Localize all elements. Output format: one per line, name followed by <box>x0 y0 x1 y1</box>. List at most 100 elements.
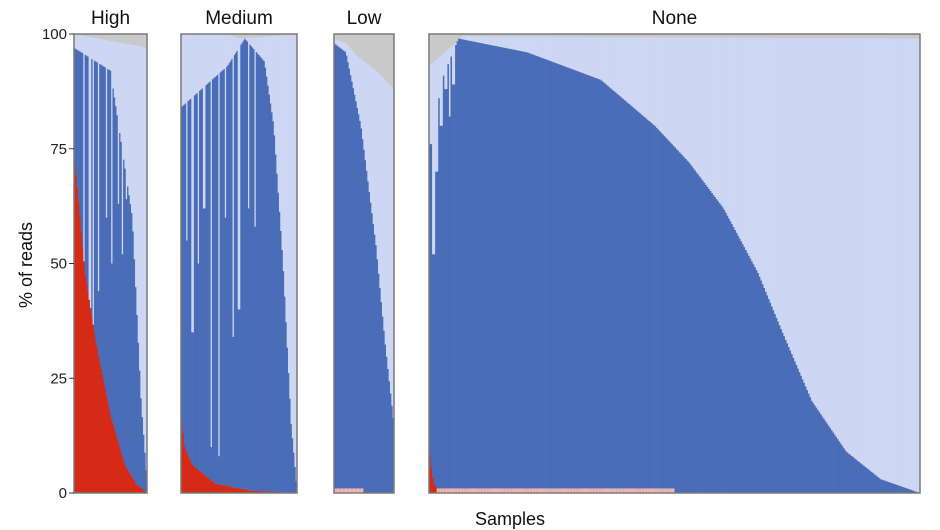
y-tick-label: 75 <box>50 141 67 158</box>
bar-segment-blue <box>683 157 686 493</box>
bar-segment-blue <box>494 46 497 494</box>
bar-segment-light-blue <box>467 36 470 41</box>
bar-segment-light-blue <box>504 36 507 48</box>
bar-segment-pink <box>476 488 479 493</box>
bar-segment-light-blue <box>640 37 643 115</box>
bar-segment-blue <box>101 65 104 375</box>
bar-segment-blue <box>708 188 711 493</box>
bar-segment-light-blue <box>87 36 89 57</box>
bar-segment-blue <box>190 98 192 462</box>
bar-segment-light-blue <box>815 38 818 408</box>
bar-segment-blue <box>577 71 580 493</box>
bar-segment-light-blue <box>136 45 139 315</box>
bar-segment-light-blue <box>276 35 279 174</box>
bar-segment-light-blue <box>430 64 433 145</box>
bar-segment-light-blue <box>442 53 445 76</box>
bar-segment-pink <box>645 488 648 493</box>
bar-segment-blue <box>795 364 798 493</box>
bar-segment-blue <box>335 44 338 491</box>
bar-segment-blue <box>272 121 275 492</box>
bar-segment-blue <box>109 70 112 415</box>
bar-segment-red <box>236 488 239 493</box>
bar-segment-blue <box>656 127 658 494</box>
bar-segment-light-blue <box>199 34 201 91</box>
bar-segment-blue <box>580 72 583 494</box>
bar-segment-blue <box>490 45 493 493</box>
bar-segment-light-blue <box>562 36 565 66</box>
bar-segment-blue <box>849 454 852 493</box>
bar-segment-light-blue <box>735 37 738 233</box>
bar-segment-light-blue <box>702 37 705 181</box>
bar-segment-light-blue <box>335 39 338 45</box>
bar-segment-blue <box>107 69 109 402</box>
bar-segment-pink <box>626 488 629 493</box>
bar-segment-light-blue <box>608 37 611 88</box>
bar-segment-light-blue <box>769 37 772 303</box>
bar-segment-light-blue <box>374 69 376 235</box>
bar-segment-light-blue <box>740 37 743 242</box>
bar-segment-pink <box>603 488 606 493</box>
bar-segment-pink <box>608 488 611 493</box>
bar-segment-light-blue <box>254 37 257 227</box>
bar-segment-pink <box>436 488 439 493</box>
bar-segment-blue <box>585 74 588 493</box>
bar-segment-light-blue <box>705 37 708 185</box>
bar-segment-blue <box>672 145 675 494</box>
bar-segment-blue <box>338 46 340 491</box>
bar-segment-blue <box>132 231 135 479</box>
bar-segment-blue <box>271 112 273 492</box>
bar-segment-pink <box>539 488 542 493</box>
bar-segment-light-blue <box>76 34 79 50</box>
bar-segment-blue <box>631 106 634 493</box>
bar-segment-light-blue <box>508 36 511 49</box>
bar-segment-light-blue <box>880 38 882 480</box>
bar-segment-blue <box>801 379 804 493</box>
bar-segment-pink <box>671 488 674 493</box>
bar-segment-blue <box>464 39 467 493</box>
bar-segment-blue <box>705 184 708 493</box>
bar-segment-light-blue <box>594 36 597 78</box>
bar-segment-light-blue <box>455 42 457 46</box>
bar-segment-blue <box>143 434 145 491</box>
bar-segment-blue <box>606 85 609 494</box>
bar-segment-red <box>85 283 88 493</box>
bar-segment-light-blue <box>263 36 266 62</box>
bar-segment-light-blue <box>606 37 609 86</box>
bar-segment-light-blue <box>85 36 88 56</box>
bar-segment-blue <box>372 223 375 493</box>
bar-segment-blue <box>382 316 384 493</box>
bar-segment-light-blue <box>602 36 605 82</box>
bar-segment-light-blue <box>120 42 123 142</box>
bar-segment-blue <box>348 68 351 492</box>
bar-segment-pink <box>541 488 543 493</box>
bar-segment-light-blue <box>634 37 637 110</box>
bar-segment-blue <box>814 405 817 493</box>
bar-segment-light-blue <box>789 37 792 351</box>
bar-segment-blue <box>290 424 293 493</box>
bar-segment-blue <box>786 343 789 493</box>
bar-segment-light-blue <box>227 34 230 66</box>
bar-segment-blue <box>245 40 248 490</box>
bar-segment-blue <box>447 64 450 492</box>
bar-segment-red <box>97 354 100 493</box>
bar-segment-light-blue <box>202 34 205 209</box>
bar-segment-red <box>222 485 224 493</box>
bar-segment-light-blue <box>574 36 577 71</box>
bar-segment-blue <box>562 65 565 493</box>
bar-segment-blue <box>697 174 700 493</box>
bar-segment-blue <box>123 159 125 461</box>
bar-segment-blue <box>748 255 751 493</box>
bar-segment-blue <box>231 58 233 488</box>
bar-segment-red <box>192 465 195 493</box>
bar-segment-light-blue <box>754 37 757 268</box>
bar-segment-blue <box>226 66 228 486</box>
y-tick-label: 25 <box>50 370 67 387</box>
bar-segment-blue <box>587 75 589 493</box>
bar-segment-blue <box>878 478 881 493</box>
panel-title: Medium <box>205 8 273 29</box>
bar-segment-blue <box>467 40 470 494</box>
bar-segment-blue <box>703 182 706 494</box>
bar-segment-light-blue <box>359 58 362 121</box>
bar-segment-pink <box>348 488 351 493</box>
bar-segment-light-blue <box>121 43 124 255</box>
